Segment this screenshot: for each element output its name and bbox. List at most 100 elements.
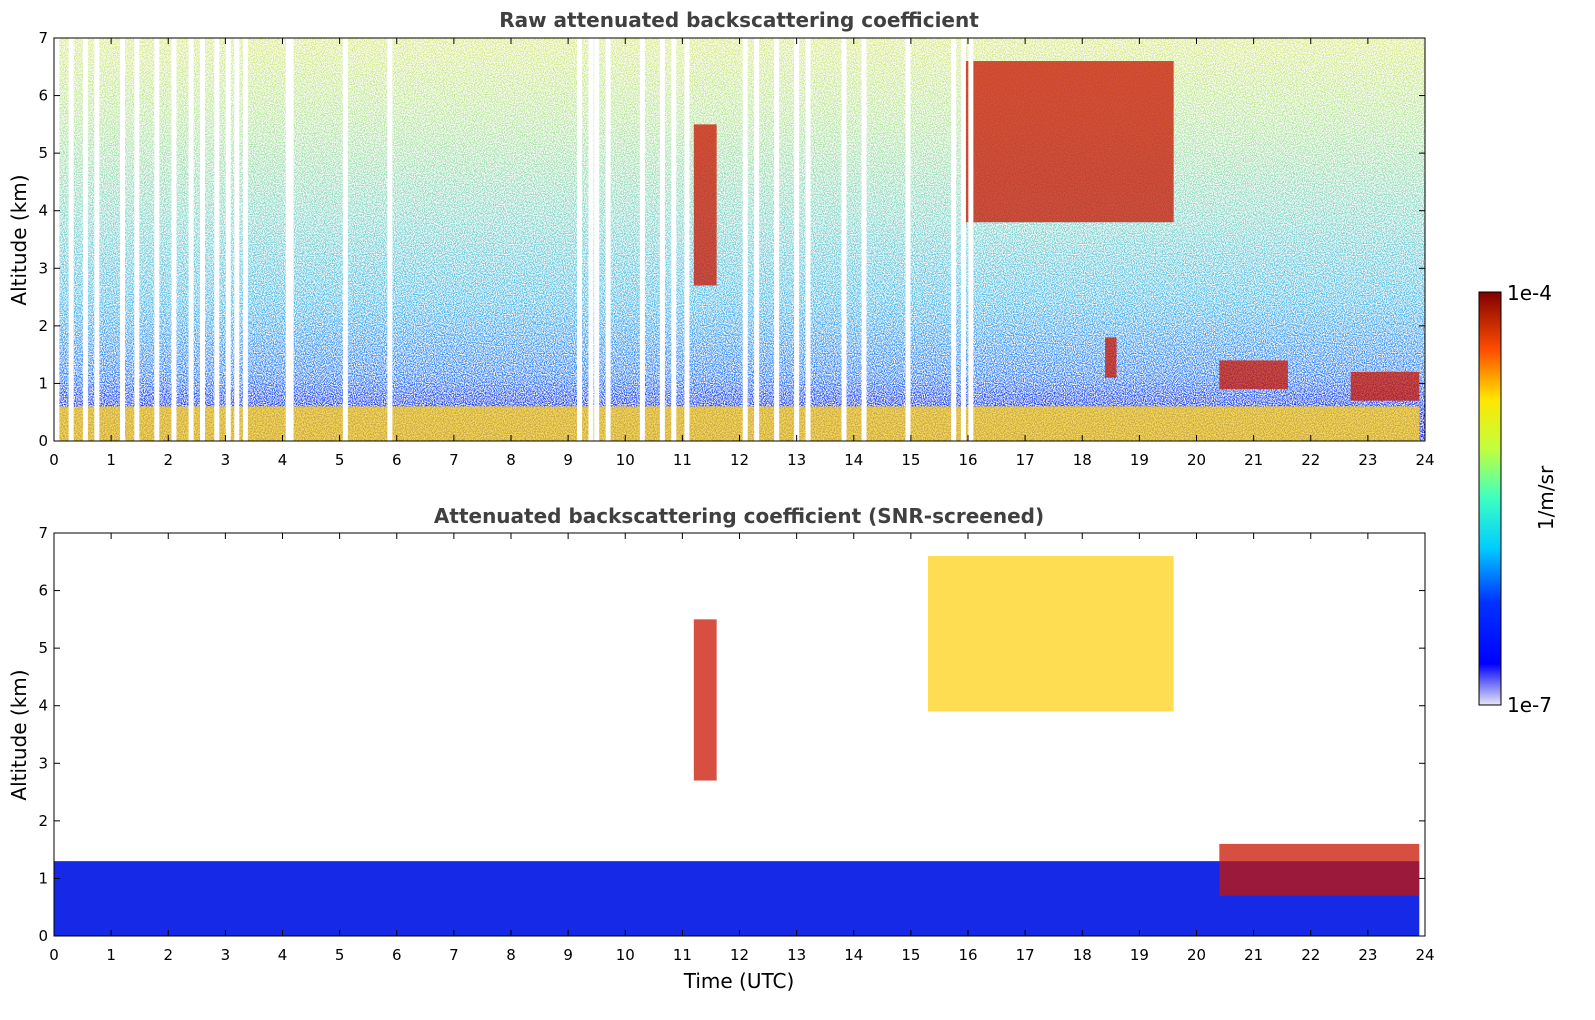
data-gap: [154, 38, 160, 441]
y-tick-label: 4: [38, 202, 48, 220]
data-gap: [742, 38, 748, 441]
x-tick-label: 24: [1415, 946, 1434, 964]
x-tick-label: 2: [163, 451, 173, 469]
data-gap: [171, 38, 177, 441]
bottom-y-axis-label: Altitude (km): [7, 669, 31, 800]
x-tick-label: 24: [1415, 451, 1434, 469]
y-tick-label: 3: [38, 259, 48, 277]
x-tick-label: 9: [563, 451, 573, 469]
data-gap: [774, 38, 780, 441]
x-tick-label: 6: [392, 946, 402, 964]
bottom-panel-title: Attenuated backscattering coefficient (S…: [434, 504, 1044, 528]
data-gap: [594, 38, 600, 441]
x-tick-label: 22: [1301, 946, 1320, 964]
colorbar-gradient: [1478, 291, 1502, 706]
data-gap: [225, 38, 231, 441]
x-tick-label: 3: [221, 946, 231, 964]
top-feature-cirrus-cloud: [962, 61, 1174, 223]
x-tick-label: 22: [1301, 451, 1320, 469]
x-tick-label: 15: [901, 946, 920, 964]
bottom-y-ticks: 0 1 2 3 4 5 6 7: [38, 524, 1425, 945]
data-gap: [242, 38, 248, 441]
data-gap: [134, 38, 140, 441]
x-tick-label: 21: [1244, 946, 1263, 964]
data-gap: [754, 38, 760, 441]
x-tick-label: 20: [1187, 946, 1206, 964]
x-tick-label: 17: [1016, 946, 1035, 964]
top-x-ticks: 0 1 2 3 4 5 6 7 8 9 10 11 12 13 14 15 16 17 18 19 20 21 22 23 24: [49, 38, 1435, 469]
x-tick-label: 23: [1358, 946, 1377, 964]
y-tick-label: 5: [38, 144, 48, 162]
bottom-x-ticks: 0 1 2 3 4 5 6 7 8 9 10 11 12 13 14 15 16 17 18 19 20 21 22 23 24: [49, 533, 1435, 964]
colorbar-min-label: 1e-7: [1507, 693, 1552, 717]
x-tick-label: 4: [278, 946, 288, 964]
data-gap: [188, 38, 194, 441]
x-tick-label: 8: [506, 451, 516, 469]
top-feature-low-cloud: [1219, 360, 1288, 390]
data-gap: [794, 38, 800, 441]
x-tick-label: 9: [563, 946, 573, 964]
data-gap: [968, 38, 974, 441]
bottom-feature-boundary-layer: [54, 861, 1420, 936]
y-tick-label: 0: [38, 432, 48, 450]
data-gap: [805, 38, 811, 441]
x-tick-label: 15: [901, 451, 920, 469]
data-gap: [82, 38, 88, 441]
data-gap: [234, 38, 240, 441]
data-gap: [288, 38, 294, 441]
bottom-features: [54, 556, 1420, 936]
x-tick-label: 0: [49, 451, 59, 469]
data-gap: [285, 38, 291, 441]
x-tick-label: 8: [506, 946, 516, 964]
x-tick-label: 14: [844, 946, 863, 964]
top-y-ticks: 0 1 2 3 4 5 6 7: [38, 29, 1425, 450]
x-tick-label: 0: [49, 946, 59, 964]
x-tick-label: 5: [335, 451, 345, 469]
data-gap: [951, 38, 957, 441]
x-tick-label: 12: [730, 946, 749, 964]
colorbar-max-label: 1e-4: [1507, 281, 1552, 305]
data-gap: [671, 38, 677, 441]
y-tick-label: 3: [38, 754, 48, 772]
colorbar: 1e-4 1e-7 1/m/sr: [1478, 281, 1558, 717]
x-tick-label: 13: [787, 451, 806, 469]
y-tick-label: 0: [38, 927, 48, 945]
y-tick-label: 2: [38, 317, 48, 335]
x-tick-label: 13: [787, 946, 806, 964]
x-tick-label: 7: [449, 946, 459, 964]
y-tick-label: 7: [38, 524, 48, 542]
data-gap: [605, 38, 611, 441]
x-tick-label: 12: [730, 451, 749, 469]
data-gap: [841, 38, 847, 441]
x-tick-label: 16: [958, 451, 977, 469]
bottom-plot-area: [54, 533, 1425, 936]
x-tick-label: 1: [106, 451, 116, 469]
y-tick-label: 6: [38, 87, 48, 105]
bottom-feature-low-cloud: [1219, 843, 1420, 896]
data-gap: [577, 38, 583, 441]
data-gap: [68, 38, 74, 441]
x-tick-label: 10: [616, 451, 635, 469]
data-gap: [588, 38, 594, 441]
x-tick-label: 4: [278, 451, 288, 469]
top-feature-fall-streak: [693, 124, 717, 286]
data-gap: [659, 38, 665, 441]
data-gap: [342, 38, 348, 441]
top-feature-low-cloud: [1350, 371, 1420, 401]
y-tick-label: 6: [38, 582, 48, 600]
x-tick-label: 19: [1130, 451, 1149, 469]
data-gap: [387, 38, 393, 441]
y-tick-label: 7: [38, 29, 48, 47]
y-tick-label: 4: [38, 697, 48, 715]
x-tick-label: 6: [392, 451, 402, 469]
x-tick-label: 7: [449, 451, 459, 469]
data-gap: [861, 38, 867, 441]
top-feature-boundary-layer: [54, 406, 1420, 441]
x-tick-label: 18: [1073, 451, 1092, 469]
data-gap: [639, 38, 645, 441]
x-tick-label: 11: [673, 946, 692, 964]
top-data-gaps: [54, 38, 974, 441]
bottom-x-axis-label: Time (UTC): [683, 969, 795, 993]
x-tick-label: 19: [1130, 946, 1149, 964]
